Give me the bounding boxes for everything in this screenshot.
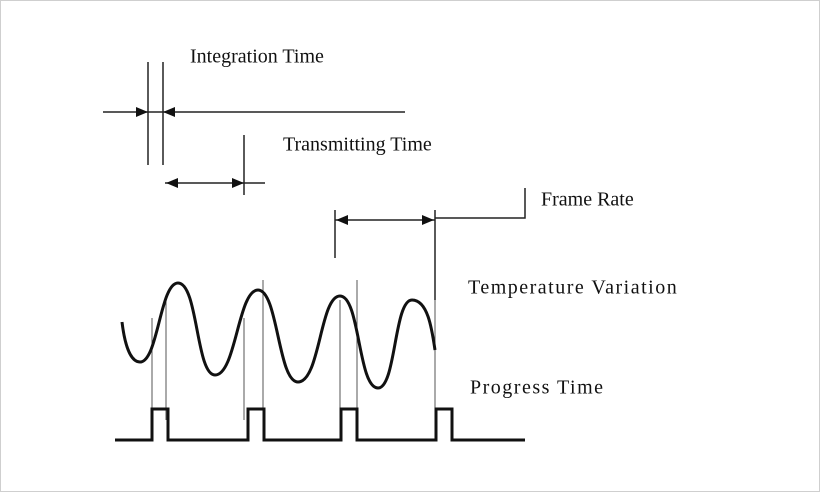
frame-rate-marker — [334, 188, 526, 300]
transmitting-time-label: Transmitting Time — [283, 134, 432, 156]
transmitting-marker — [165, 135, 265, 195]
sync-lines — [151, 280, 436, 420]
temperature-wave — [120, 281, 437, 390]
integration-time-label: Integration Time — [190, 46, 324, 68]
temperature-variation-label: Temperature Variation — [468, 277, 678, 299]
progress-time-label: Progress Time — [470, 377, 605, 399]
frame-rate-label: Frame Rate — [541, 189, 634, 211]
progress-pulses — [115, 407, 525, 442]
integration-marker — [103, 62, 405, 165]
